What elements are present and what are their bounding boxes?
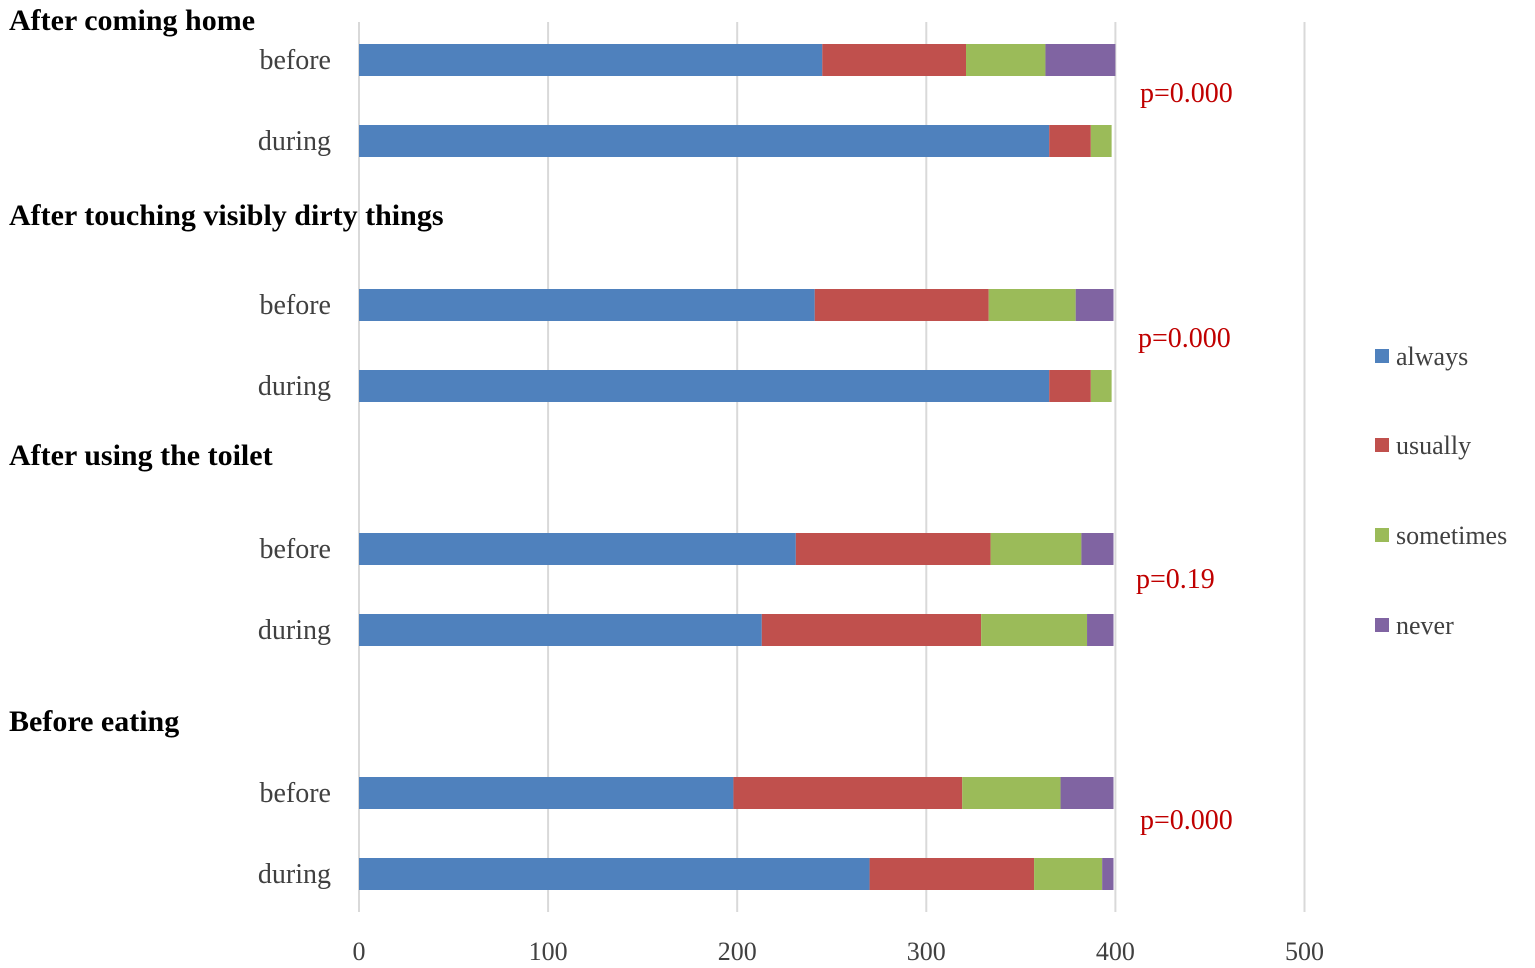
bar-label-during: during [258, 371, 331, 402]
bar-segment-always [359, 125, 1050, 157]
bar-segment-always [359, 777, 734, 809]
x-tick-label: 500 [1285, 937, 1324, 966]
bar-segment-always [359, 370, 1050, 402]
group-title: After using the toilet [9, 439, 273, 472]
bar-segment-usually [814, 289, 989, 321]
gridlines [358, 22, 1306, 912]
bar-label-before: before [259, 534, 331, 565]
bar-segment-never [1081, 533, 1114, 565]
legend-swatch-never [1375, 618, 1389, 632]
legend-swatch-sometimes [1375, 528, 1389, 542]
bar-segment-never [1087, 614, 1114, 646]
p-value-label: p=0.000 [1140, 78, 1233, 109]
legend-swatch-always [1375, 349, 1389, 363]
bar-segment-always [359, 614, 762, 646]
group-titles: After coming home After touching visibly … [9, 4, 444, 738]
bar-segment-usually [733, 777, 963, 809]
x-tick-label: 300 [907, 937, 946, 966]
x-tick-label: 200 [718, 937, 757, 966]
bar-segment-never [1075, 289, 1114, 321]
bar-segment-always [359, 289, 815, 321]
bar-label-before: before [259, 290, 331, 321]
bar-label-during: during [258, 126, 331, 157]
bar-segment-sometimes [1034, 858, 1103, 890]
group-title: Before eating [9, 705, 179, 738]
bar-segment-usually [1049, 370, 1091, 402]
legend-label-never: never [1396, 611, 1454, 640]
bar-segment-usually [822, 44, 967, 76]
group-title: After coming home [9, 4, 255, 37]
bar-segment-never [1102, 858, 1114, 890]
bar-segment-always [359, 858, 870, 890]
x-tick-label: 0 [353, 937, 366, 966]
bar-segment-sometimes [981, 614, 1088, 646]
p-value-label: p=0.19 [1136, 564, 1215, 595]
p-values: p=0.000 p=0.000 p=0.19 p=0.000 [1136, 78, 1233, 836]
bar-segment-usually [761, 614, 982, 646]
bar-label-before: before [259, 778, 331, 809]
x-tick-label: 100 [529, 937, 568, 966]
bar-label-during: during [258, 615, 331, 646]
bar-segment-never [1060, 777, 1114, 809]
group-title: After touching visibly dirty things [9, 199, 444, 232]
x-tick-label: 400 [1096, 937, 1135, 966]
bar-segment-sometimes [962, 777, 1061, 809]
bar-segment-sometimes [990, 533, 1082, 565]
bar-segment-usually [795, 533, 991, 565]
legend-label-sometimes: sometimes [1396, 521, 1507, 550]
bar-segment-never [1045, 44, 1116, 76]
bar-segment-sometimes [1090, 125, 1112, 157]
bar-label-during: during [258, 859, 331, 890]
legend-swatch-usually [1375, 438, 1389, 452]
bar-segment-always [359, 533, 796, 565]
bar-segment-always [359, 44, 823, 76]
bar-segment-sometimes [1090, 370, 1112, 402]
bar-segment-usually [1049, 125, 1091, 157]
bar-segment-sometimes [988, 289, 1076, 321]
bar-label-before: before [259, 45, 331, 76]
legend-label-usually: usually [1396, 431, 1471, 460]
bar-segment-sometimes [966, 44, 1046, 76]
bars [359, 44, 1116, 890]
bar-labels: before during before during before during befo… [258, 45, 331, 890]
p-value-label: p=0.000 [1140, 805, 1233, 836]
legend-label-always: always [1396, 342, 1468, 371]
p-value-label: p=0.000 [1138, 323, 1231, 354]
x-axis-ticks: 0 100 200 300 400 500 [353, 937, 1325, 966]
legend: always usually sometimes never [1375, 342, 1507, 640]
bar-segment-usually [869, 858, 1035, 890]
